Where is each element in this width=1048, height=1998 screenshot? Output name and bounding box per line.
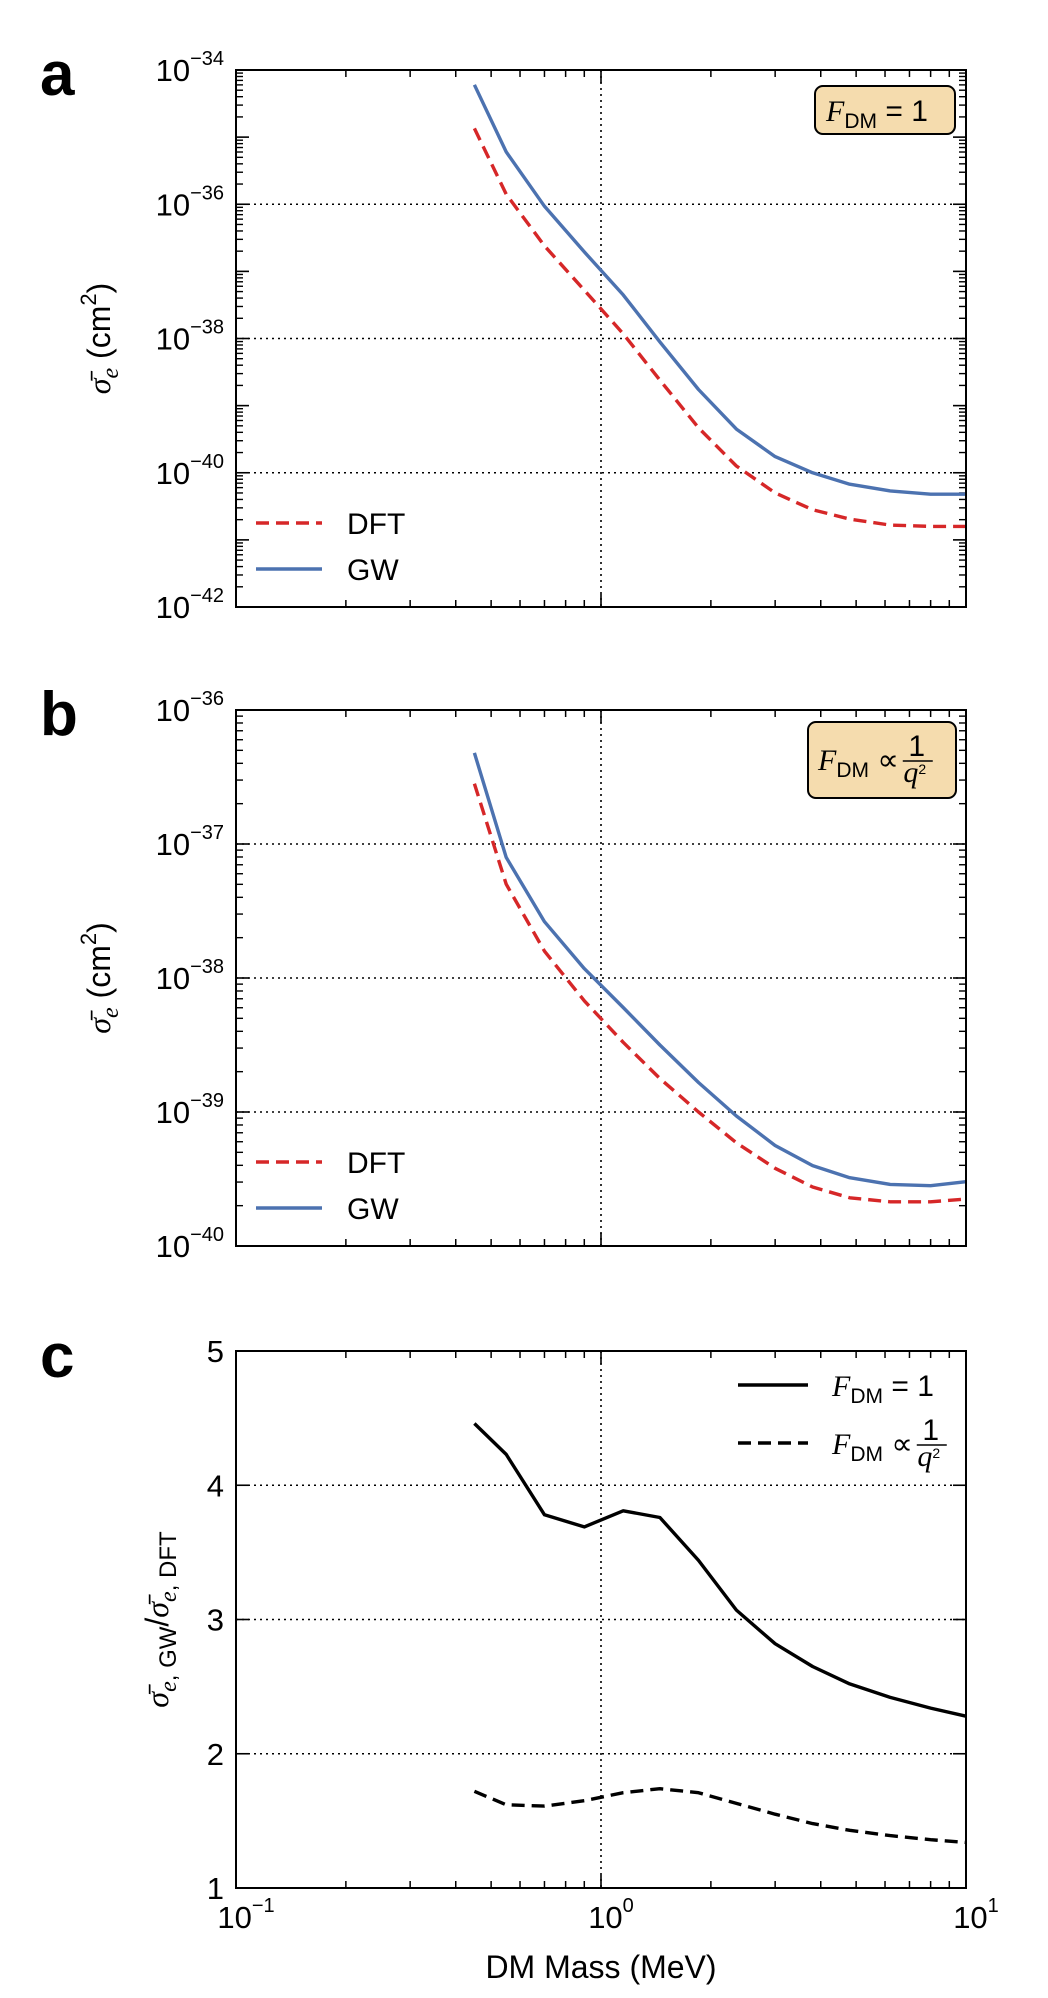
fraction-1-over-q2: 1q2 [916,1414,947,1473]
x-axis: 10−1 100 101 DM Mass (MeV) [217,1895,998,1985]
y-tick-label: 2 [207,1737,224,1772]
series-line-gw [472,84,966,496]
legend-label: GW [347,1193,399,1226]
fraction-denominator: q2 [917,1440,940,1473]
plot-frame [235,69,967,608]
legend-label: GW [347,554,399,587]
y-axis-label: σ̄e (cm2) [76,922,124,1034]
legend-label: DFT [347,508,405,541]
x-tick-label: 100 [588,1895,634,1935]
legend-label: FDM ∝ [831,1428,913,1466]
x-tick-label: 101 [953,1895,999,1935]
y-tick-label: 10−34 [156,48,224,88]
y-tick-label: 10−36 [156,182,224,222]
plot-frame [235,1350,967,1889]
panel-b: 10−40 10−39 10−38 10−37 10−36 b σ̄e (cm2) DFT GW… [40,680,967,1264]
x-tick-label: 10−1 [217,1895,274,1935]
series-line-dft [472,783,967,1204]
annotation-box [807,721,957,799]
y-tick-label: 1 [207,1871,224,1906]
series-line-fdm-1 [473,1422,967,1718]
series-line-fdm-1-q2 [473,1786,967,1845]
y-axis-label: σ̄e, GW/σ̄e, DFT [139,1531,182,1708]
fraction-1-over-q2: 1q2 [902,730,933,789]
annotation-label: FDM = 1 [825,95,928,133]
fraction-denominator: q2 [903,756,926,789]
y-tick-label: 3 [207,1603,224,1638]
y-tick-label: 4 [207,1468,224,1503]
panel-a: 10−42 10−40 10−38 10−36 10−34 a σ̄e (cm2) DFT GW… [40,40,967,625]
plot-frame [235,709,967,1247]
y-axis-label: σ̄e (cm2) [76,283,124,395]
y-tick-label: 10−40 [156,1224,224,1264]
fraction-numerator: 1 [908,730,925,763]
y-tick-label: 10−39 [156,1090,224,1130]
y-tick-label: 10−42 [156,585,224,625]
y-tick-label: 10−38 [156,317,224,357]
y-tick-label: 10−38 [156,956,224,996]
panel-letter: a [40,40,75,109]
panel-letter: b [40,680,78,749]
annotation-label: FDM ∝ [817,744,899,782]
legend-label: FDM = 1 [831,1370,934,1408]
annotation-box [814,85,956,135]
y-tick-label: 10−37 [156,822,224,862]
x-axis-label: DM Mass (MeV) [485,1949,716,1985]
y-tick-label: 5 [207,1334,224,1369]
y-tick-label: 10−40 [156,451,224,491]
series-line-gw [472,752,967,1188]
panel-letter: c [40,1322,74,1391]
fraction-numerator: 1 [922,1414,939,1447]
legend-label: DFT [347,1147,405,1180]
series-line-dft [472,127,966,529]
y-tick-label: 10−36 [156,688,224,728]
